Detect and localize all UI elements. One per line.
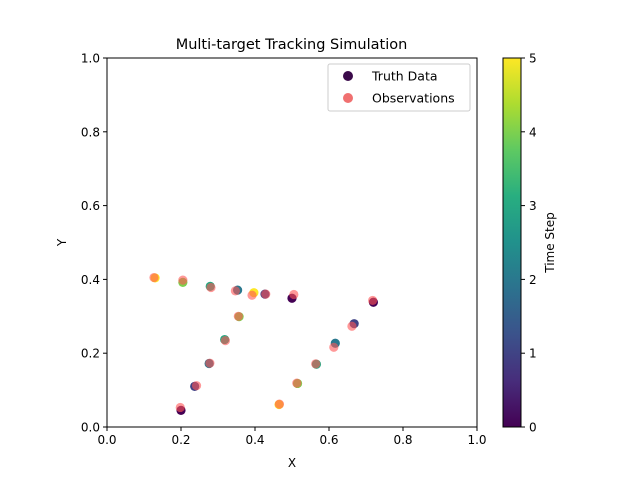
observation-point — [247, 290, 257, 300]
plot-area — [106, 57, 478, 428]
legend-truth-swatch — [343, 71, 353, 81]
x-tick-label: 0.4 — [245, 433, 264, 447]
colorbar-label: Time Step — [543, 212, 557, 274]
observation-point — [311, 359, 321, 369]
observation-point — [368, 295, 378, 306]
x-tick-label: 0.6 — [319, 433, 338, 447]
observation-point — [175, 402, 185, 413]
x-tick-label: 0.2 — [171, 433, 190, 447]
colorbar-tick-label: 2 — [529, 273, 537, 287]
observation-point — [289, 289, 299, 300]
x-axis-ticks: 0.0 0.2 0.4 0.6 0.8 1.0 — [97, 427, 487, 447]
y-tick-label: 0.8 — [81, 125, 100, 139]
legend-truth-label: Truth Data — [371, 69, 438, 84]
colorbar-gradient — [502, 57, 522, 428]
observation-point — [206, 282, 216, 293]
colorbar-tick-label: 0 — [529, 421, 537, 435]
observation-point — [178, 275, 188, 285]
colorbar-tick-label: 5 — [529, 52, 537, 66]
legend: Truth Data Observations — [327, 63, 471, 112]
y-tick-label: 1.0 — [81, 52, 100, 66]
observation-point — [191, 381, 202, 391]
y-axis-label: Y — [55, 238, 69, 247]
x-axis-label: X — [288, 456, 296, 470]
legend-frame — [327, 63, 471, 112]
observations-series — [149, 272, 378, 413]
y-axis-ticks: 0.0 0.2 0.4 0.6 0.8 1.0 — [81, 52, 107, 435]
observation-point — [347, 321, 357, 331]
x-tick-label: 0.0 — [97, 433, 116, 447]
x-tick-label: 0.8 — [393, 433, 412, 447]
colorbar: 0 1 2 3 4 5 Time Step — [502, 52, 557, 435]
observation-point — [329, 342, 339, 352]
observation-point — [233, 311, 243, 321]
legend-observations-label: Observations — [372, 91, 455, 106]
colorbar-tick-label: 3 — [529, 199, 537, 213]
y-tick-label: 0.0 — [81, 421, 100, 435]
y-tick-label: 0.4 — [81, 273, 100, 287]
observation-point — [220, 336, 230, 346]
colorbar-tick-label: 4 — [529, 125, 537, 139]
observation-point — [230, 286, 240, 296]
y-tick-label: 0.6 — [81, 199, 100, 213]
observation-point — [274, 399, 285, 409]
x-tick-label: 1.0 — [467, 433, 486, 447]
legend-observations-swatch — [343, 93, 353, 103]
observation-point — [205, 358, 215, 368]
chart-title: Multi-target Tracking Simulation — [176, 37, 408, 53]
colorbar-tick-label: 1 — [529, 347, 537, 361]
observation-point — [261, 289, 271, 299]
observation-point — [149, 272, 159, 283]
colorbar-ticks: 0 1 2 3 4 5 — [521, 52, 537, 435]
observation-point — [292, 378, 302, 388]
y-tick-label: 0.2 — [81, 347, 100, 361]
